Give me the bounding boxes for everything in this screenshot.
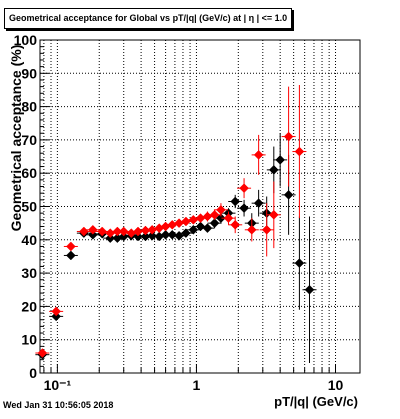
y-tick-label: 50 [21,199,37,215]
data-point [253,198,264,209]
data-point [230,196,241,207]
data-point [181,216,191,227]
y-axis-label: Geometrical acceptance (%) [8,45,24,232]
data-point [188,224,199,235]
data-point [105,233,116,243]
y-tick-label: 0 [29,365,37,381]
data-point [133,226,143,237]
series-1 [35,84,307,358]
chart-title: Geometrical acceptance for Global vs pT/… [4,8,293,29]
data-point [268,165,279,175]
data-point [65,241,76,252]
data-point [51,311,62,322]
data-point [294,258,305,268]
data-point [88,229,98,240]
data-point [133,231,143,242]
data-point [283,131,294,142]
data-point [65,250,76,261]
y-tick-label: 100 [14,32,38,48]
data-point [167,219,178,230]
series-0 [35,133,317,364]
data-point [304,284,315,295]
data-point [51,306,62,317]
x-tick-label: 10⁻¹ [44,377,72,393]
data-point [253,150,264,160]
y-tick-label: 30 [21,265,37,281]
data-point [97,226,108,237]
data-point [294,146,305,157]
data-point [209,218,220,229]
y-tick-label: 10 [21,332,37,348]
y-tick-label: 90 [21,65,37,81]
y-tick-label: 40 [21,232,37,248]
data-point [223,213,234,224]
data-point [147,230,157,241]
data-point [37,348,48,358]
data-point [261,224,272,235]
data-point [230,219,241,230]
data-point [174,218,184,229]
data-point [202,211,213,222]
data-point [239,183,249,194]
data-point [239,203,249,214]
axis-ticks: 0 10 20 30 40 50 60 70 80 90 100 10⁻¹ 1 10 [14,32,344,393]
data-point [118,226,129,237]
data-point [195,213,206,224]
y-tick-label: 80 [21,99,37,115]
data-point [202,223,213,233]
data-point [188,214,199,225]
data-point [216,204,226,215]
data-point [105,228,116,238]
data-point [195,221,206,232]
grid [40,40,360,373]
data-point [283,189,294,200]
data-point [88,224,98,235]
data-point [209,209,220,220]
data-point [216,213,226,224]
y-tick-label: 70 [21,132,37,148]
data-point [118,231,129,242]
data-point [268,209,279,220]
x-tick-label: 10 [328,377,344,393]
data-series [35,84,317,364]
data-point [181,228,191,238]
x-axis-label: pT/|q| (GeV/c) [274,394,358,409]
y-tick-label: 20 [21,298,37,314]
data-point [147,224,157,235]
y-tick-label: 60 [21,165,37,181]
data-point [246,224,257,235]
x-tick-label: 1 [193,377,201,393]
data-point [167,229,178,240]
timestamp: Wed Jan 31 10:56:05 2018 [3,400,114,410]
data-point [275,155,286,165]
